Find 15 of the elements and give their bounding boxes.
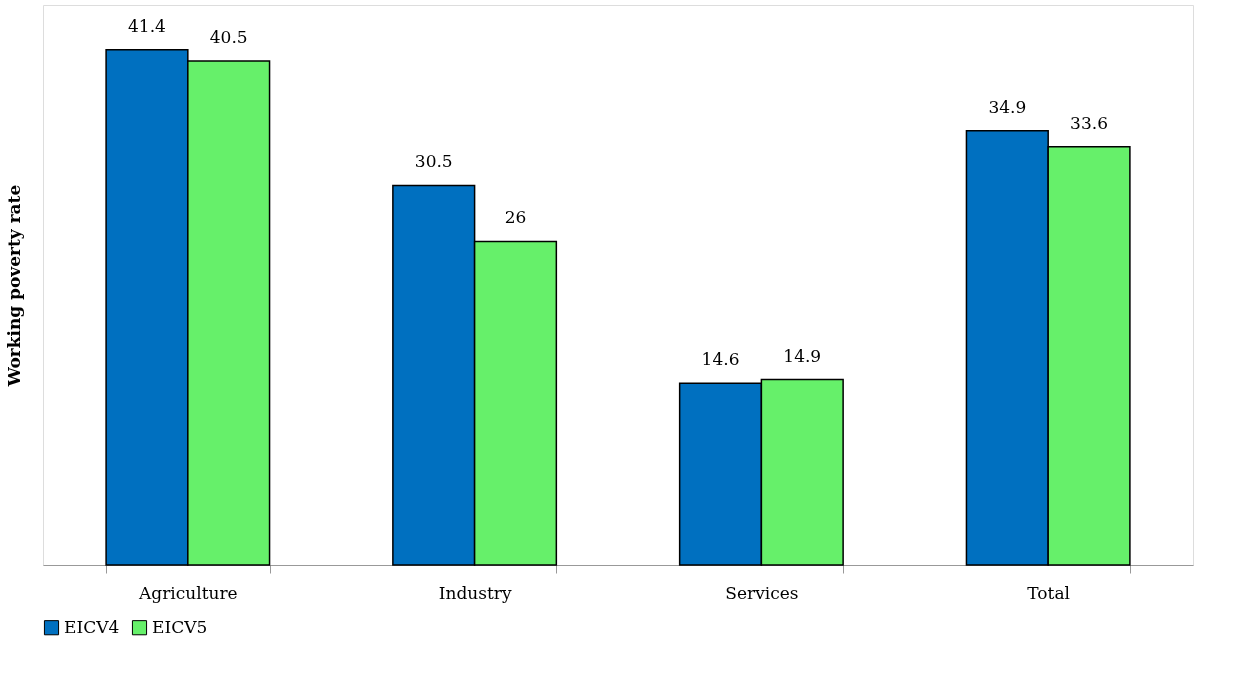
x-tick-label: Agriculture: [138, 582, 238, 603]
data-label: 30.5: [414, 151, 453, 172]
y-axis-title: Working poverty rate: [3, 184, 24, 388]
data-label: 34.9: [988, 96, 1027, 117]
data-label: 33.6: [1070, 112, 1108, 133]
x-tick-label: Industry: [438, 582, 512, 603]
data-label: 41.4: [128, 15, 166, 36]
data-label: 14.9: [783, 345, 822, 366]
legend-label: EICV4: [64, 616, 120, 637]
data-label: 40.5: [209, 27, 248, 47]
x-tick-label: Total: [1027, 582, 1071, 603]
legend-label: EICV5: [152, 616, 208, 637]
data-label: 26: [504, 207, 527, 228]
data-label: 14.6: [701, 349, 740, 370]
x-tick-label: Services: [725, 582, 799, 603]
